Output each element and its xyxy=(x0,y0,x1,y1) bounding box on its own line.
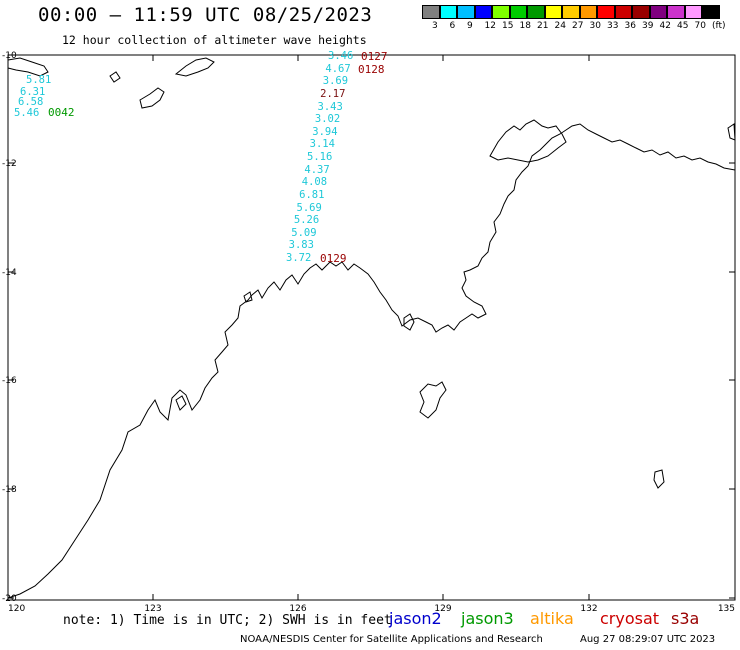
swh-value: 5.46 xyxy=(14,107,40,119)
footer-note: note: 1) Time is in UTC; 2) SWH is in fe… xyxy=(63,613,392,628)
colorbar-label: 18 xyxy=(519,21,531,31)
colorbar-label: 36 xyxy=(624,21,636,31)
colorbar-swatch xyxy=(527,5,545,19)
colorbar-swatch xyxy=(597,5,615,19)
map-title: 00:00 – 11:59 UTC 08/25/2023 xyxy=(38,4,373,26)
colorbar-swatch xyxy=(457,5,475,19)
colorbar-swatch xyxy=(667,5,685,19)
island-outline xyxy=(403,313,415,331)
island-outline xyxy=(7,57,49,77)
longitude-label: 120 xyxy=(8,604,25,614)
map-subtitle: 12 hour collection of altimeter wave hei… xyxy=(62,33,367,47)
latitude-label: -16 xyxy=(2,376,17,386)
latitude-label: -14 xyxy=(2,268,17,278)
coastline xyxy=(7,123,736,599)
colorbar-swatch xyxy=(509,5,527,19)
swh-value: 6.81 xyxy=(299,188,325,201)
swh-value: 6.58 xyxy=(18,96,44,108)
island-outline xyxy=(243,291,253,303)
latitude-label: -18 xyxy=(2,485,17,495)
satellite-s3a: s3a xyxy=(671,609,700,628)
swh-value: 4.67 xyxy=(325,62,351,75)
axis-ticks xyxy=(7,54,736,600)
colorbar-swatch xyxy=(474,5,492,19)
colorbar-label: 39 xyxy=(642,21,654,31)
colorbar-label: (ft) xyxy=(712,21,726,31)
colorbar-swatch xyxy=(614,5,632,19)
latitude-label: -10 xyxy=(2,51,17,61)
colorbar-swatch xyxy=(632,5,650,19)
colorbar-label: 27 xyxy=(572,21,584,31)
track-label-0129: 0129 xyxy=(320,252,347,265)
island-outline xyxy=(139,87,165,109)
island-outline xyxy=(727,123,736,141)
colorbar-label: 70 xyxy=(694,21,706,31)
track-label-0127: 0127 xyxy=(361,50,388,63)
colorbar-label: 24 xyxy=(554,21,566,31)
swh-value: 5.81 xyxy=(26,74,52,86)
swh-value: 2.17 xyxy=(320,87,346,100)
longitude-label: 129 xyxy=(434,604,451,614)
satellite-jason3: jason3 xyxy=(461,609,514,628)
colorbar-label: 6 xyxy=(449,21,456,31)
satellite-altika: altika xyxy=(530,609,574,628)
colorbar-swatch xyxy=(422,5,440,19)
satellite-cryosat: cryosat xyxy=(600,609,660,628)
swh-value: 4.08 xyxy=(301,176,328,189)
track-label-0128: 0128 xyxy=(358,63,385,76)
swh-value: 5.16 xyxy=(307,151,333,163)
longitude-labels: 120 123 126 129 132 135 xyxy=(8,604,735,614)
latitude-labels: -10 -12 -14 -16 -18 -20 xyxy=(2,51,17,604)
swh-value: 3.72 xyxy=(286,252,312,264)
credit-line: NOAA/NESDIS Center for Satellite Applica… xyxy=(240,634,543,645)
colorbar-label: 45 xyxy=(677,21,689,31)
colorbar-swatch xyxy=(649,5,667,19)
colorbar-swatch xyxy=(579,5,597,19)
colorbar-label: 33 xyxy=(607,21,619,31)
longitude-label: 126 xyxy=(289,604,306,614)
swh-value: 3.02 xyxy=(314,113,341,126)
swh-value: 5.09 xyxy=(291,226,317,239)
longitude-label: 132 xyxy=(580,604,597,614)
swh-value: 3.14 xyxy=(309,138,335,151)
swh-value: 3.69 xyxy=(322,75,349,88)
generated-timestamp: Aug 27 08:29:07 UTC 2023 xyxy=(580,634,716,645)
colorbar-label: 21 xyxy=(537,21,549,31)
latitude-label: -20 xyxy=(2,594,17,604)
colorbar-swatch xyxy=(684,5,702,19)
colorbar-label: 42 xyxy=(659,21,671,31)
colorbar-swatch xyxy=(702,5,720,19)
swh-value: 5.69 xyxy=(296,201,322,214)
longitude-label: 123 xyxy=(144,604,161,614)
swh-value: 5.26 xyxy=(293,214,320,227)
longitude-label: 135 xyxy=(718,604,735,614)
island-outline xyxy=(109,71,121,83)
colorbar-label: 12 xyxy=(484,21,496,31)
colorbar-label: 15 xyxy=(502,21,514,31)
colorbar-swatch xyxy=(562,5,580,19)
island-outline xyxy=(175,395,187,411)
map-frame xyxy=(7,54,736,601)
swh-value: 3.83 xyxy=(288,239,314,252)
island-outline xyxy=(653,469,665,489)
track-label-0042: 0042 xyxy=(48,106,75,119)
swh-value: 3.46 xyxy=(328,50,354,62)
colorbar-label: 9 xyxy=(467,21,473,31)
peninsula-outline xyxy=(489,119,567,163)
island-outline xyxy=(174,57,215,77)
colorbar-swatch xyxy=(439,5,457,19)
colorbar-swatch xyxy=(492,5,510,19)
colorbar-label: 30 xyxy=(589,21,601,31)
swh-value: 4.37 xyxy=(304,163,330,176)
swh-value: 6.31 xyxy=(20,86,46,98)
island-outline xyxy=(419,381,447,419)
satellite-jason2: jason2 xyxy=(389,609,442,628)
latitude-label: -12 xyxy=(2,159,17,169)
colorbar-label: 3 xyxy=(432,21,438,31)
swh-value: 3.43 xyxy=(317,100,343,113)
colorbar-swatch xyxy=(544,5,562,19)
swh-value: 3.94 xyxy=(312,125,338,138)
